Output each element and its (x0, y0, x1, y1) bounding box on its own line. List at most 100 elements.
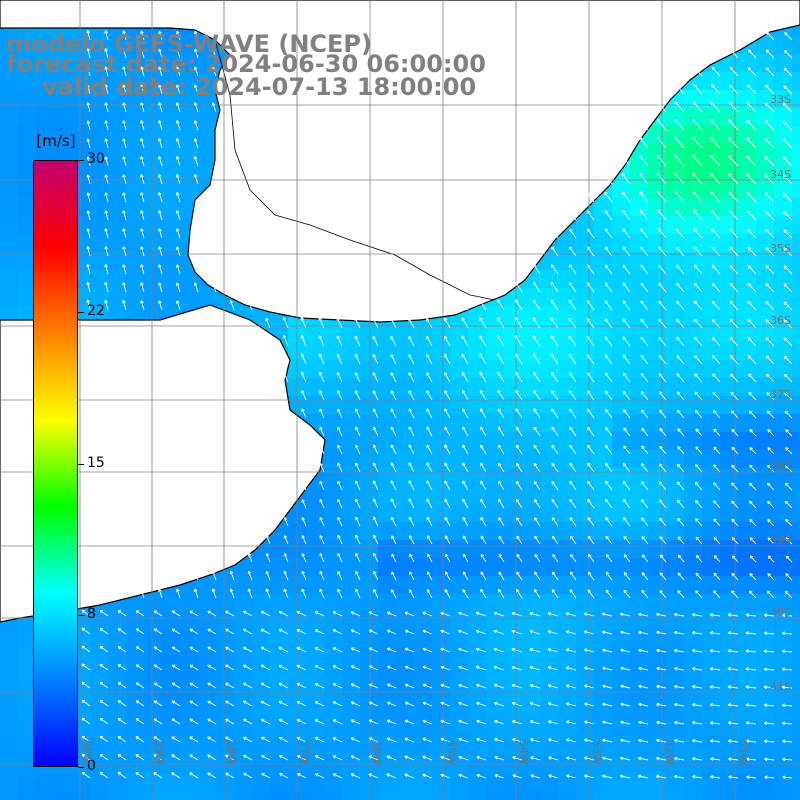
wind-speed-cell (576, 702, 595, 721)
wind-speed-cell (522, 486, 541, 505)
wind-speed-cell (684, 540, 703, 559)
wind-speed-cell (684, 252, 703, 271)
wind-speed-cell (702, 378, 721, 397)
wind-speed-cell (720, 126, 739, 145)
wind-speed-cell (522, 324, 541, 343)
wind-speed-cell (504, 504, 523, 523)
wind-speed-cell (684, 702, 703, 721)
wind-speed-cell (756, 702, 775, 721)
wind-speed-cell (558, 666, 577, 685)
wind-speed-cell (720, 720, 739, 739)
wind-speed-cell (360, 612, 379, 631)
colorbar-tick-mark (78, 615, 84, 617)
wind-speed-cell (18, 630, 37, 649)
wind-speed-cell (684, 612, 703, 631)
wind-speed-cell (0, 738, 19, 757)
wind-speed-cell (540, 432, 559, 451)
colorbar-tick-mark (78, 767, 84, 768)
wind-speed-cell (666, 576, 685, 595)
wind-speed-cell (648, 576, 667, 595)
wind-speed-cell (90, 198, 109, 217)
wind-speed-cell (324, 468, 343, 487)
wind-speed-cell (378, 414, 397, 433)
wind-speed-cell (342, 666, 361, 685)
wind-speed-cell (396, 684, 415, 703)
wind-speed-cell (684, 486, 703, 505)
wind-speed-cell (180, 630, 199, 649)
wind-speed-cell (18, 198, 37, 217)
wind-speed-cell (144, 288, 163, 307)
wind-speed-cell (252, 612, 271, 631)
wind-speed-cell (792, 666, 800, 685)
wind-speed-cell (0, 630, 19, 649)
wind-speed-cell (234, 684, 253, 703)
wind-speed-cell (684, 396, 703, 415)
wind-speed-cell (414, 792, 433, 800)
wind-speed-cell (648, 144, 667, 163)
wind-speed-cell (738, 792, 757, 800)
wind-speed-cell (450, 720, 469, 739)
wind-speed-cell (450, 342, 469, 361)
latitude-label: 40S (770, 606, 791, 619)
wind-speed-cell (396, 396, 415, 415)
wind-speed-cell (630, 288, 649, 307)
wind-speed-cell (720, 486, 739, 505)
wind-speed-cell (792, 234, 800, 253)
wind-speed-cell (396, 324, 415, 343)
wind-speed-cell (594, 522, 613, 541)
wind-speed-cell (486, 522, 505, 541)
wind-speed-cell (576, 468, 595, 487)
wind-speed-cell (666, 126, 685, 145)
wind-speed-cell (648, 342, 667, 361)
wind-speed-cell (324, 702, 343, 721)
wind-speed-cell (162, 72, 181, 91)
wind-speed-cell (198, 126, 217, 145)
wind-speed-cell (18, 252, 37, 271)
wind-speed-cell (126, 162, 145, 181)
wind-speed-cell (144, 126, 163, 145)
wind-speed-cell (18, 90, 37, 109)
wind-speed-cell (468, 414, 487, 433)
wind-speed-cell (702, 666, 721, 685)
wind-speed-cell (774, 324, 793, 343)
wind-speed-cell (594, 306, 613, 325)
wind-speed-cell (72, 36, 91, 55)
wind-speed-cell (738, 630, 757, 649)
wind-speed-cell (522, 432, 541, 451)
wind-speed-cell (450, 396, 469, 415)
wind-speed-cell (198, 684, 217, 703)
wind-speed-cell (756, 144, 775, 163)
wind-speed-cell (90, 720, 109, 739)
wind-speed-cell (90, 108, 109, 127)
wind-speed-cell (612, 684, 631, 703)
wind-speed-cell (648, 198, 667, 217)
wind-speed-cell (684, 324, 703, 343)
wind-speed-cell (432, 360, 451, 379)
wind-speed-cell (108, 684, 127, 703)
wind-speed-cell (594, 414, 613, 433)
wind-speed-cell (468, 486, 487, 505)
wind-speed-cell (450, 576, 469, 595)
wind-speed-cell (738, 54, 757, 73)
colorbar (33, 160, 78, 767)
wind-speed-cell (0, 54, 19, 73)
wind-speed-cell (162, 234, 181, 253)
wind-speed-cell (720, 450, 739, 469)
wind-speed-cell (594, 666, 613, 685)
wind-speed-cell (252, 648, 271, 667)
wind-speed-cell (126, 630, 145, 649)
wind-speed-cell (504, 612, 523, 631)
wind-speed-cell (756, 306, 775, 325)
wind-speed-cell (54, 774, 73, 793)
wind-speed-cell (756, 252, 775, 271)
wind-speed-cell (702, 450, 721, 469)
wind-speed-cell (486, 666, 505, 685)
wind-speed-cell (18, 792, 37, 800)
wind-speed-cell (126, 756, 145, 775)
wind-speed-cell (414, 666, 433, 685)
wind-speed-cell (558, 540, 577, 559)
wind-speed-cell (180, 108, 199, 127)
longitude-label: 56W (371, 740, 384, 765)
wind-speed-cell (144, 612, 163, 631)
wind-speed-cell (558, 648, 577, 667)
